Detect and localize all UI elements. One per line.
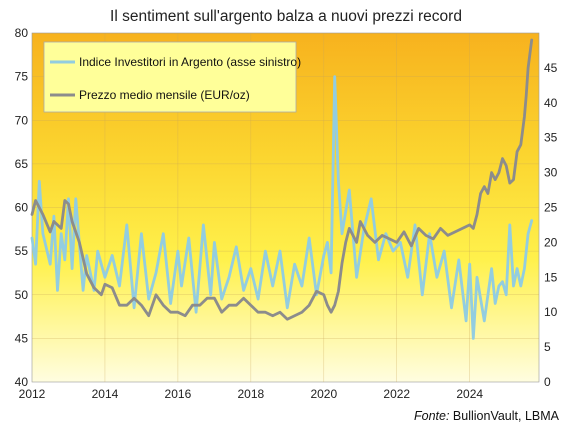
series-lines (30, 38, 534, 340)
x-axis: 2012 2014 2016 2018 2020 2022 2024 (19, 387, 484, 401)
source-label: Fonte: (414, 409, 449, 423)
y-axis-right: 0 5 10 15 20 25 30 35 40 45 (544, 61, 558, 389)
y-right-tick-label: 15 (544, 270, 558, 284)
y-right-tick-label: 30 (544, 166, 558, 180)
y-left-tick-label: 80 (15, 26, 29, 40)
y-axis-left: 40 45 50 55 60 65 70 75 80 (15, 26, 29, 389)
y-left-tick-label: 55 (15, 244, 29, 258)
y-left-tick-label: 50 (15, 288, 29, 302)
y-left-tick-label: 45 (15, 331, 29, 345)
x-tick-label: 2018 (237, 387, 264, 401)
y-left-tick-label: 70 (15, 113, 29, 127)
y-right-tick-label: 5 (544, 340, 551, 354)
legend-label-price: Prezzo medio mensile (EUR/oz) (79, 88, 250, 102)
x-tick-label: 2012 (19, 387, 46, 401)
y-right-tick-label: 10 (544, 305, 558, 319)
y-left-tick-label: 40 (15, 375, 29, 389)
y-right-tick-label: 0 (544, 375, 551, 389)
y-right-tick-label: 45 (544, 61, 558, 75)
y-left-tick-label: 65 (15, 157, 29, 171)
x-tick-label: 2022 (383, 387, 410, 401)
y-right-tick-label: 40 (544, 96, 558, 110)
x-tick-label: 2024 (456, 387, 483, 401)
y-left-tick-label: 75 (15, 70, 29, 84)
series-line-price (30, 38, 534, 321)
y-right-tick-label: 35 (544, 131, 558, 145)
y-left-tick-label: 60 (15, 201, 29, 215)
y-right-tick-label: 25 (544, 201, 558, 215)
source-name: BullionVault, LBMA (449, 409, 559, 423)
y-right-tick-label: 20 (544, 235, 558, 249)
series-line-investor-index (30, 75, 534, 340)
chart-title: Il sentiment sull'argento balza a nuovi … (110, 8, 462, 25)
legend-box (43, 41, 297, 113)
legend: Indice Investitori in Argento (asse sini… (43, 41, 301, 113)
source-note: Fonte: BullionVault, LBMA (414, 409, 560, 423)
x-tick-label: 2020 (310, 387, 337, 401)
x-tick-label: 2016 (165, 387, 192, 401)
x-tick-label: 2014 (92, 387, 119, 401)
legend-label-investor-index: Indice Investitori in Argento (asse sini… (79, 55, 301, 69)
